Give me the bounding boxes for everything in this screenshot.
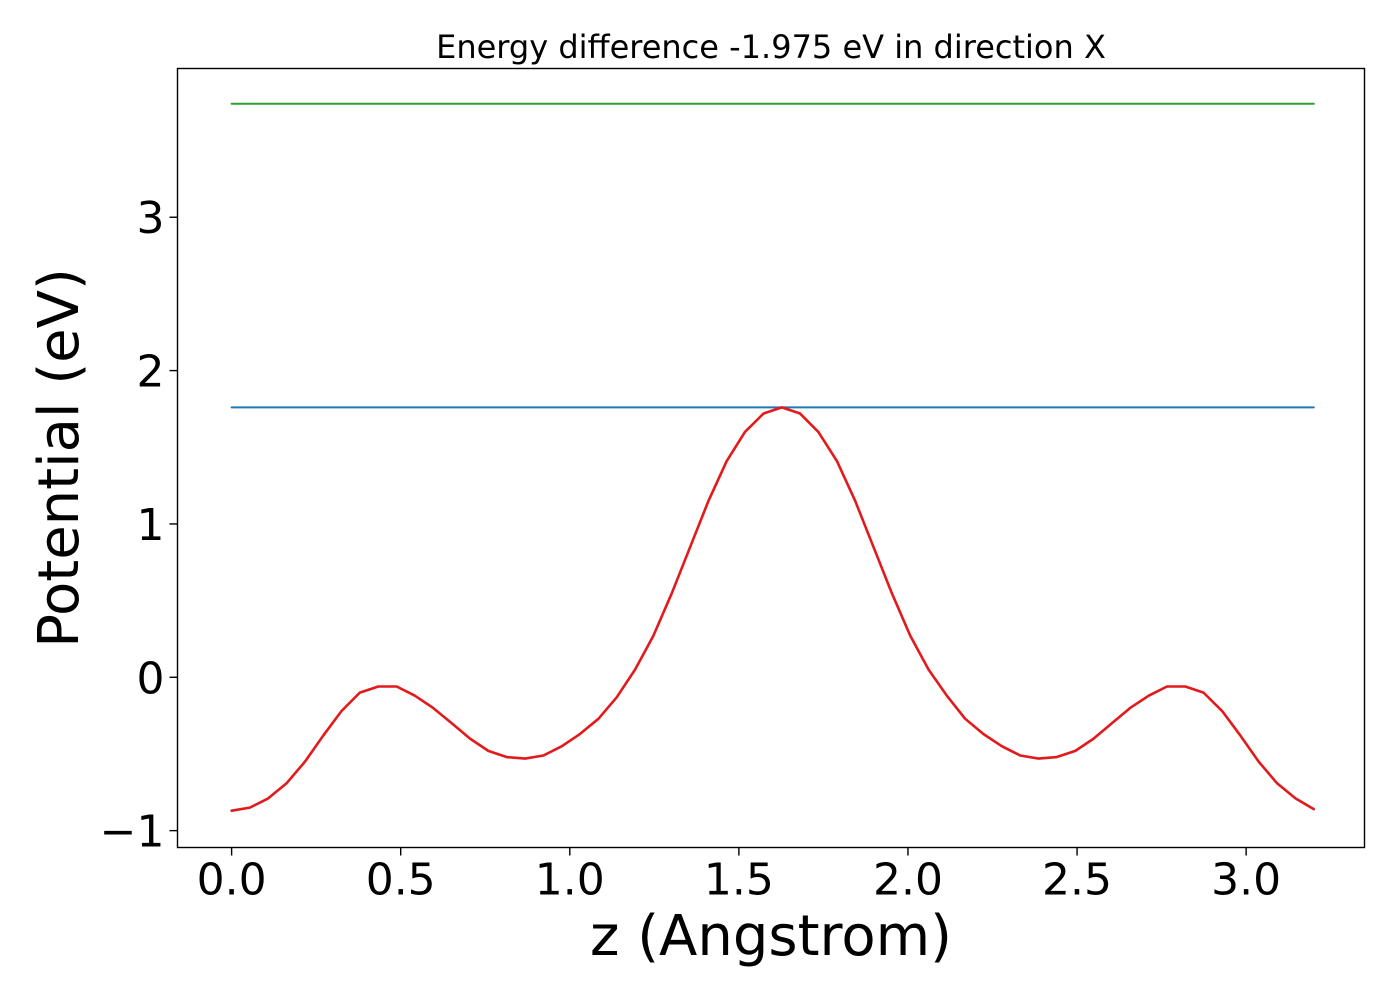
plot-frame [176,67,1366,849]
y-axis: −1 0 1 2 3 [100,193,178,858]
x-tick-label: 1.5 [704,855,774,906]
x-tick-label: 2.5 [1042,855,1112,906]
y-tick-label: −1 [100,807,165,858]
x-tick-label: 3.0 [1211,855,1281,906]
y-tick-label: 3 [137,193,165,244]
series-line-2 [230,406,1316,813]
x-tick-label: 1.0 [535,855,605,906]
x-axis: 0.0 0.5 1.0 1.5 2.0 2.5 3.0 [197,847,1281,906]
plot-area [230,102,1316,813]
y-tick-label: 0 [137,653,165,704]
x-axis-label: z (Angstrom) [590,904,952,969]
y-axis-label: Potential (eV) [27,268,92,648]
x-tick-label: 0.0 [197,855,267,906]
y-tick-label: 2 [137,347,165,398]
y-tick-label: 1 [137,500,165,551]
x-tick-label: 0.5 [366,855,436,906]
x-tick-label: 2.0 [873,855,943,906]
chart-title: Energy difference -1.975 eV in direction… [436,28,1106,66]
